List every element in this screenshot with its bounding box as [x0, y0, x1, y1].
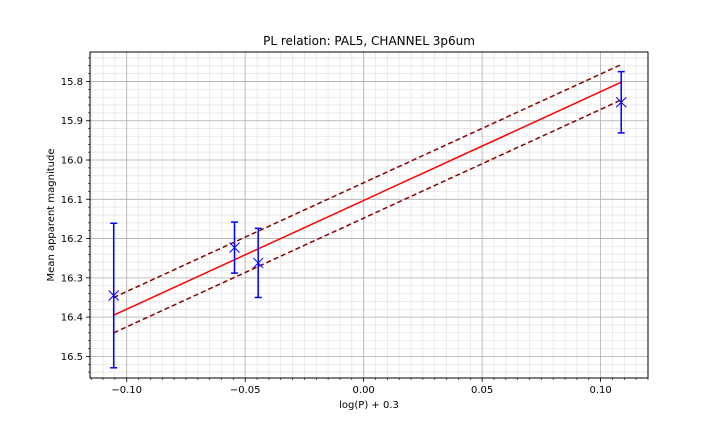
data-point [229, 221, 240, 274]
x-tick-label: 0.00 [353, 385, 375, 396]
chart-title: PL relation: PAL5, CHANNEL 3p6um [263, 34, 475, 48]
y-tick-label: 16.0 [61, 156, 83, 167]
y-axis-title: Mean apparent magnitude [46, 149, 57, 282]
data-point [252, 227, 264, 299]
major-grid [90, 52, 648, 378]
upper-bound-line [113, 63, 622, 299]
lower-bound-line [113, 99, 622, 334]
x-marker-stroke-b [229, 242, 240, 253]
y-tick-label: 16.1 [61, 195, 83, 206]
y-tick-label: 16.5 [61, 352, 83, 363]
x-axis-title: log(P) + 0.3 [339, 400, 399, 411]
data-point [108, 222, 120, 369]
y-tick-label: 15.8 [61, 77, 83, 88]
minor-grid [90, 52, 649, 378]
y-tick-label: 16.4 [61, 313, 83, 324]
x-tick-label: −0.05 [230, 385, 261, 396]
x-marker-stroke-b [108, 290, 120, 301]
x-tick-label: 0.05 [471, 385, 493, 396]
y-tick-label: 16.3 [61, 273, 83, 284]
y-tick-label: 16.2 [61, 234, 83, 245]
ticks-layer: −0.10 −0.05 0.00 0.05 0.10 15.8 15.9 16.0 16.1 16… [61, 57, 649, 396]
x-marker-stroke-b [615, 96, 627, 108]
series-layer [108, 63, 627, 369]
data-point [615, 70, 627, 134]
x-tick-label: −0.10 [111, 385, 142, 396]
y-tick-label: 15.9 [61, 116, 83, 127]
x-tick-label: 0.10 [589, 385, 611, 396]
x-marker-stroke-b [252, 257, 264, 269]
fit-line [113, 81, 622, 316]
